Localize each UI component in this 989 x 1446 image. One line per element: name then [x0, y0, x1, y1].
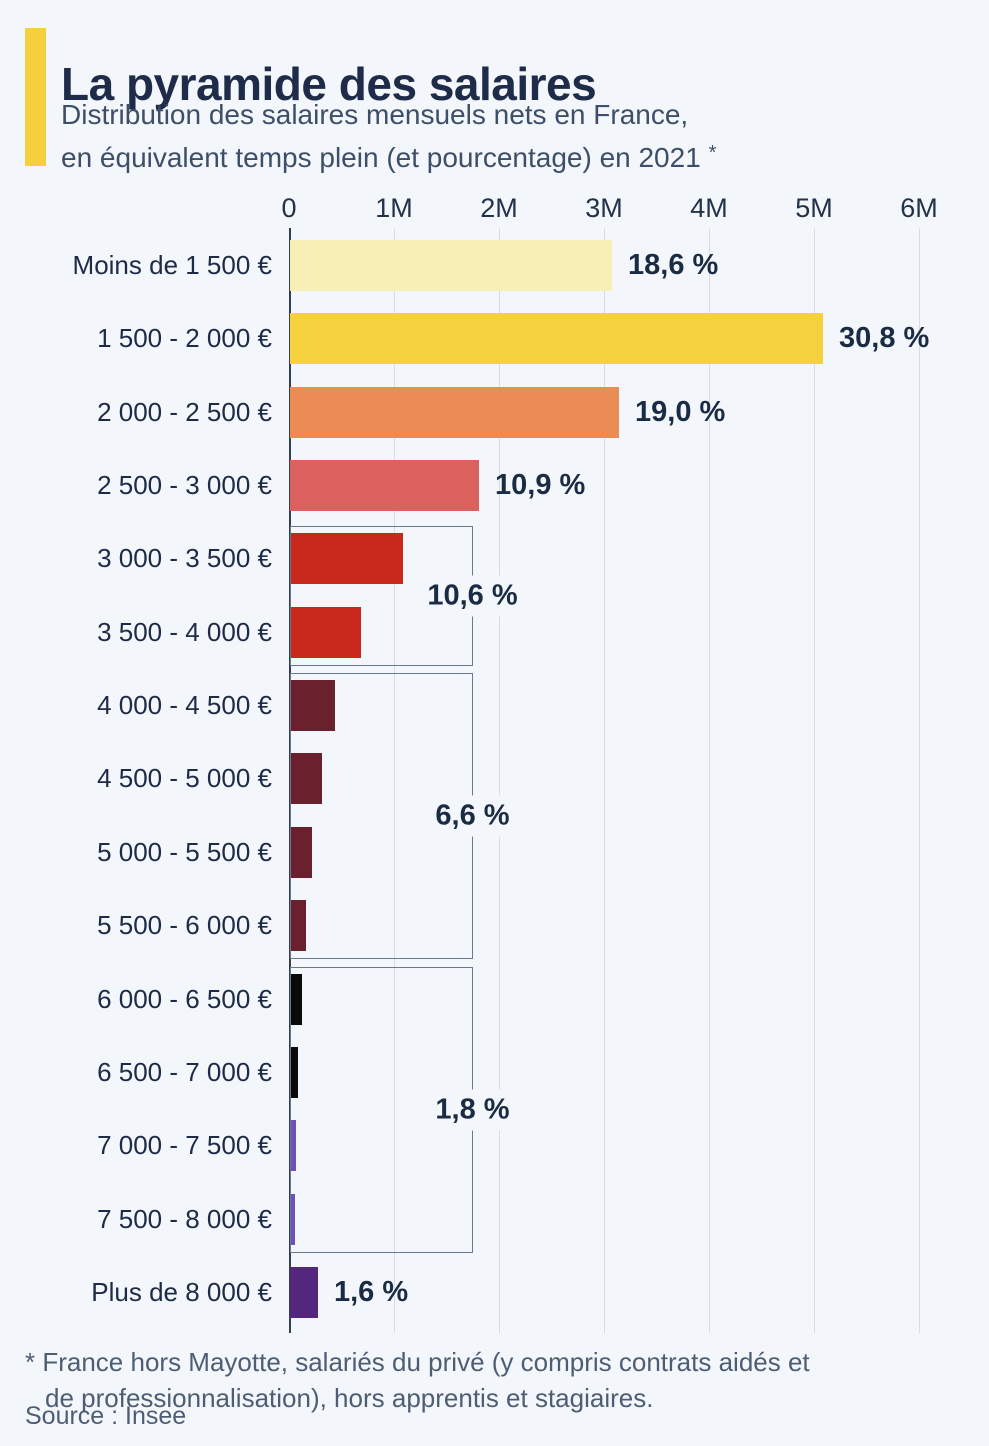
category-label: 2 500 - 3 000 € [97, 470, 272, 501]
bar [290, 680, 335, 732]
bar [290, 753, 322, 805]
bar-value-label: 1,6 % [334, 1275, 409, 1308]
x-axis-tick-label: 1M [375, 193, 413, 223]
subtitle-line-1: Distribution des salaires mensuels nets … [61, 99, 689, 130]
page-title: La pyramide des salaires [61, 57, 597, 110]
category-label: Plus de 8 000 € [91, 1276, 272, 1307]
bar [290, 826, 312, 878]
subtitle-line-2: en équivalent temps plein (et pourcentag… [61, 142, 701, 173]
bar [290, 1120, 296, 1172]
category-label: 2 000 - 2 500 € [97, 396, 272, 427]
bar [290, 1046, 298, 1098]
bar [290, 973, 302, 1025]
category-label: 6 000 - 6 500 € [97, 983, 272, 1014]
category-label: 4 500 - 5 000 € [97, 763, 272, 794]
group-value-label: 6,6 % [427, 795, 518, 837]
gridline [394, 228, 395, 1333]
gridline [499, 228, 500, 1333]
bar [290, 460, 479, 512]
x-axis-tick-label: 0 [281, 193, 297, 223]
bar [290, 1266, 318, 1318]
category-label: Moins de 1 500 € [72, 250, 272, 280]
bar-value-label: 10,9 % [495, 469, 586, 502]
x-axis-tick-label: 3M [585, 193, 623, 223]
bar [290, 386, 619, 438]
category-label: 5 000 - 5 500 € [97, 836, 272, 867]
category-label: 4 000 - 4 500 € [97, 690, 272, 721]
category-label: 6 500 - 7 000 € [97, 1056, 272, 1087]
footnote-line-1: * France hors Mayotte, salariés du privé… [25, 1347, 810, 1377]
category-label: 7 500 - 8 000 € [97, 1203, 272, 1234]
footnote: * France hors Mayotte, salariés du privé… [25, 1344, 810, 1416]
group-value-label: 1,8 % [427, 1089, 518, 1131]
bar [290, 606, 361, 658]
chart-subtitle: Distribution des salaires mensuels nets … [61, 96, 716, 177]
title-accent-bar [25, 28, 46, 166]
x-axis-tick-label: 4M [690, 193, 728, 223]
category-label: 3 000 - 3 500 € [97, 543, 272, 574]
x-axis-tick-label: 2M [480, 193, 518, 223]
category-label: 3 500 - 4 000 € [97, 616, 272, 647]
x-axis-tick-label: 5M [795, 193, 833, 223]
gridline [919, 228, 920, 1333]
bar [290, 240, 612, 291]
x-axis-tick-label: 6M [900, 193, 938, 223]
category-label: 1 500 - 2 000 € [97, 323, 272, 354]
bar-value-label: 30,8 % [839, 322, 930, 355]
bar-value-label: 18,6 % [628, 249, 719, 281]
group-value-label: 10,6 % [419, 575, 526, 617]
bar [290, 1193, 295, 1245]
subtitle-asterisk: * [708, 142, 717, 164]
source-label: Source : Insee [25, 1402, 187, 1430]
bar-value-label: 19,0 % [635, 395, 726, 428]
bar [290, 313, 823, 365]
gridline [709, 228, 710, 1333]
gridline [814, 228, 815, 1333]
category-label: 7 000 - 7 500 € [97, 1130, 272, 1161]
gridline [604, 228, 605, 1333]
bar [290, 533, 403, 585]
category-label: 5 500 - 6 000 € [97, 910, 272, 941]
bar [290, 900, 306, 952]
footnote-line-2: de professionnalisation), hors apprentis… [45, 1383, 654, 1413]
